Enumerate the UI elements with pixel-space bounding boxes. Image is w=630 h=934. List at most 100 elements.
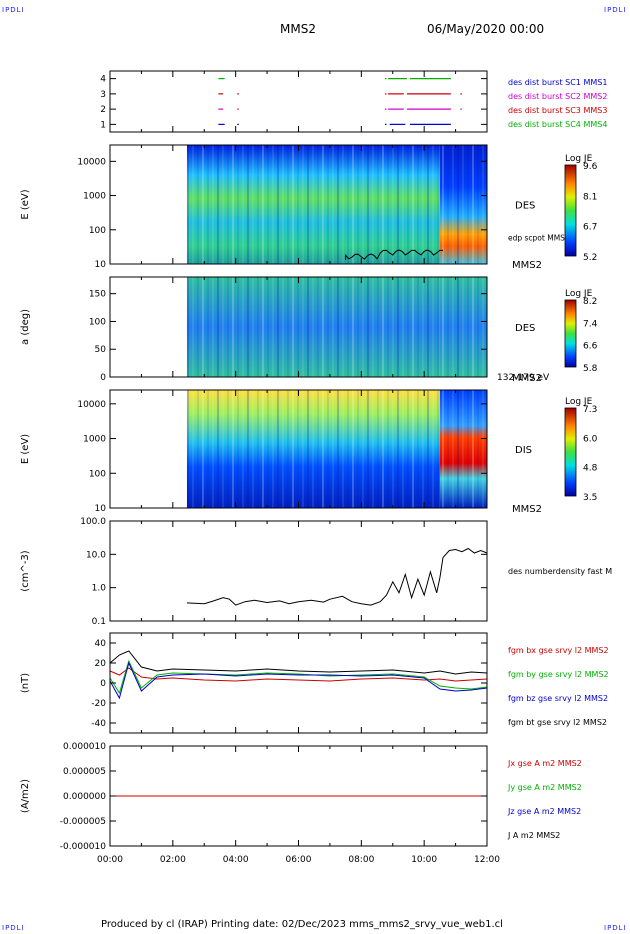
heatmap-stripe xyxy=(376,145,379,264)
heatmap-stripe xyxy=(381,277,384,377)
heatmap-stripe xyxy=(231,390,234,508)
heatmap-stripe xyxy=(191,390,194,508)
y-tick-label: 100.0 xyxy=(80,517,106,527)
heatmap-stripe xyxy=(411,277,414,377)
heatmap-stripe xyxy=(426,390,429,508)
heatmap-stripe xyxy=(366,390,369,508)
heatmap-stripe xyxy=(276,390,279,508)
heatmap-stripe xyxy=(296,145,299,264)
y-tick-label: 100 xyxy=(89,226,106,236)
y-tick-label: 100 xyxy=(89,469,106,479)
heatmap-stripe xyxy=(301,145,304,264)
heatmap-stripe xyxy=(201,145,204,264)
heatmap-stripe xyxy=(281,145,284,264)
colorbar-tick-label: 7.4 xyxy=(583,319,598,329)
energy-range-label: 132-179 eV xyxy=(497,373,550,383)
heatmap-late-body xyxy=(439,145,487,264)
panel-dis_energy: 10 100 1000 10000 E (eV) DIS MMS2 Log JE7.3 6.0 4… xyxy=(20,389,598,515)
heatmap-stripe xyxy=(396,390,399,508)
y-tick-label: 0.000005 xyxy=(63,767,106,777)
heatmap-stripe xyxy=(311,390,314,508)
colorbar-tick-label: 5.8 xyxy=(583,364,598,374)
heatmap-stripe xyxy=(246,277,249,377)
heatmap-stripe xyxy=(356,390,359,508)
heatmap-stripe xyxy=(441,390,444,508)
heatmap-stripe xyxy=(326,390,329,508)
heatmap-stripe xyxy=(451,145,454,264)
heatmap-stripe xyxy=(216,390,219,508)
series-line-1 xyxy=(109,659,488,695)
instrument-label: DIS xyxy=(515,445,532,456)
heatmap-stripe xyxy=(421,145,424,264)
heatmap-stripe xyxy=(216,145,219,264)
y-tick-label: 50 xyxy=(95,345,107,355)
heatmap-stripe xyxy=(191,277,194,377)
heatmap-stripe xyxy=(316,277,319,377)
y-axis-title: (A/m2) xyxy=(20,779,31,813)
heatmap-stripe xyxy=(296,277,299,377)
heatmap-stripe xyxy=(381,145,384,264)
heatmap-stripe xyxy=(456,145,459,264)
heatmap-stripe xyxy=(416,145,419,264)
heatmap-stripe xyxy=(351,145,354,264)
heatmap-late-body xyxy=(439,390,487,508)
spacecraft-label: MMS2 xyxy=(512,504,542,515)
heatmap-stripe xyxy=(466,145,469,264)
heatmap-stripe xyxy=(446,145,449,264)
x-tick-label: 10:00 xyxy=(411,855,437,865)
heatmap-stripe xyxy=(481,145,484,264)
heatmap-stripe xyxy=(196,390,199,508)
colorbar-tick-label: 3.5 xyxy=(583,493,597,503)
heatmap-stripe xyxy=(241,390,244,508)
heatmap-stripe xyxy=(266,390,269,508)
heatmap-stripe xyxy=(321,145,324,264)
y-tick-label: 10000 xyxy=(77,400,106,410)
colorbar-tick-label: 6.6 xyxy=(583,342,598,352)
heatmap-stripe xyxy=(341,277,344,377)
heatmap-stripe xyxy=(456,277,459,377)
heatmap-stripe xyxy=(391,277,394,377)
heatmap-stripe xyxy=(386,277,389,377)
heatmap-stripe xyxy=(431,390,434,508)
heatmap-stripe xyxy=(221,277,224,377)
heatmap-stripe xyxy=(281,277,284,377)
y-tick-label: 1.0 xyxy=(92,584,107,594)
heatmap-stripe xyxy=(196,277,199,377)
x-tick-label: 02:00 xyxy=(160,855,186,865)
overlay-label: edp scpot MMS2 xyxy=(508,234,570,243)
heatmap-stripe xyxy=(236,277,239,377)
legend-entry: des dist burst SC2 MMS2 xyxy=(508,92,607,101)
heatmap-stripe xyxy=(281,390,284,508)
colorbar xyxy=(564,164,577,257)
heatmap-stripe xyxy=(421,390,424,508)
legend-entry: des numberdensity fast M xyxy=(508,567,612,576)
date-title: 06/May/2020 00:00 xyxy=(427,22,545,36)
legend-entry: fgm bz gse srvy l2 MMS2 xyxy=(508,694,608,703)
instrument-label: DES xyxy=(515,323,535,334)
heatmap-stripe xyxy=(286,390,289,508)
heatmap-stripe xyxy=(271,277,274,377)
heatmap-stripe xyxy=(416,390,419,508)
y-tick-label: 4 xyxy=(100,75,106,85)
heatmap-stripe xyxy=(251,277,254,377)
legend-entry: Jx gse A m2 MMS2 xyxy=(507,759,582,768)
corner-tag-bottom-right: IPDLI xyxy=(604,924,627,932)
panel-current: -0.000010 -0.000005 0.000000 0.000005 0.0000… xyxy=(20,742,582,865)
heatmap-stripe xyxy=(246,145,249,264)
heatmap-stripe xyxy=(211,145,214,264)
heatmap-stripe xyxy=(311,145,314,264)
colorbar-tick-label: 6.7 xyxy=(583,223,597,233)
heatmap-stripe xyxy=(441,145,444,264)
heatmap-stripe xyxy=(266,277,269,377)
x-tick-label: 08:00 xyxy=(348,855,374,865)
scpot-trace xyxy=(345,249,444,260)
heatmap-stripe xyxy=(226,145,229,264)
y-tick-label: 150 xyxy=(89,290,106,300)
heatmap-stripe xyxy=(251,390,254,508)
heatmap-stripe xyxy=(226,277,229,377)
heatmap-stripe xyxy=(461,277,464,377)
y-tick-label: 10 xyxy=(95,260,107,270)
y-axis-title: E (eV) xyxy=(20,434,31,464)
y-tick-label: 20 xyxy=(95,659,107,669)
heatmap-stripe xyxy=(341,390,344,508)
